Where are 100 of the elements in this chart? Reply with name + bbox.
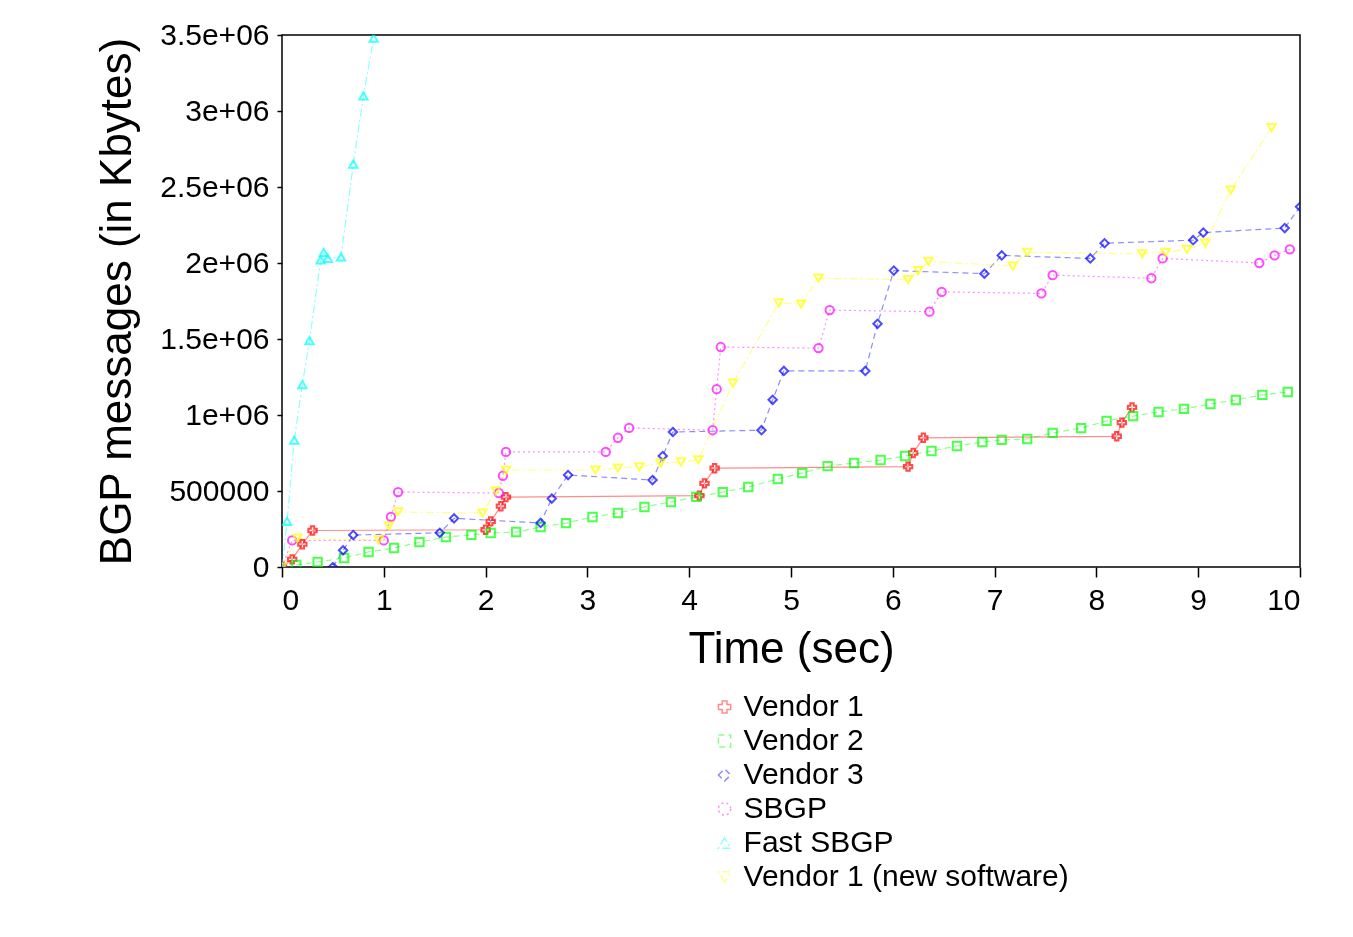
x-tick-label: 10 bbox=[1267, 582, 1301, 616]
point bbox=[562, 469, 574, 481]
point bbox=[1269, 250, 1280, 261]
point bbox=[899, 450, 911, 462]
point bbox=[822, 460, 833, 472]
point bbox=[1047, 269, 1058, 281]
point bbox=[338, 552, 350, 564]
point bbox=[1127, 410, 1139, 422]
point bbox=[392, 486, 404, 498]
legend-label: Fast SBGP bbox=[743, 825, 894, 858]
point bbox=[773, 298, 784, 308]
point bbox=[1284, 244, 1295, 255]
point bbox=[560, 517, 572, 529]
point bbox=[1021, 433, 1033, 445]
point bbox=[1254, 257, 1265, 269]
x-tick-label: 2 bbox=[477, 582, 495, 616]
point bbox=[1257, 389, 1268, 401]
point bbox=[715, 341, 726, 353]
point bbox=[1153, 406, 1164, 418]
point bbox=[318, 247, 329, 257]
point bbox=[434, 527, 445, 538]
point bbox=[923, 256, 934, 267]
point bbox=[291, 559, 302, 567]
point bbox=[623, 422, 635, 434]
point bbox=[1205, 398, 1216, 410]
point bbox=[1116, 417, 1128, 428]
point bbox=[1198, 227, 1209, 238]
point bbox=[756, 425, 767, 436]
point bbox=[918, 432, 929, 443]
legend-label: Vendor 2 bbox=[743, 723, 864, 756]
point bbox=[872, 318, 883, 329]
point bbox=[1075, 422, 1087, 434]
x-tick-label: 5 bbox=[783, 582, 800, 616]
point bbox=[1160, 247, 1171, 257]
point bbox=[546, 493, 557, 504]
point bbox=[500, 491, 512, 503]
point bbox=[639, 501, 650, 513]
point bbox=[996, 434, 1007, 446]
point bbox=[1225, 185, 1236, 195]
point bbox=[485, 527, 496, 539]
point bbox=[304, 335, 315, 346]
point bbox=[500, 465, 512, 475]
point bbox=[667, 426, 679, 438]
point bbox=[1279, 222, 1290, 234]
point bbox=[1187, 235, 1199, 246]
point bbox=[711, 383, 722, 395]
point bbox=[778, 365, 790, 377]
point bbox=[312, 556, 323, 567]
legend-label: SBGP bbox=[743, 791, 827, 824]
point bbox=[497, 470, 509, 481]
point bbox=[1101, 415, 1112, 427]
point bbox=[951, 440, 963, 452]
point bbox=[813, 342, 824, 354]
point bbox=[1200, 238, 1211, 248]
point bbox=[373, 535, 384, 545]
point bbox=[612, 463, 624, 473]
point bbox=[495, 501, 507, 512]
point bbox=[1021, 247, 1033, 257]
point bbox=[348, 159, 359, 169]
point bbox=[1126, 402, 1138, 413]
point bbox=[612, 507, 624, 519]
point bbox=[1036, 288, 1047, 299]
y-tick-label: 1e+06 bbox=[185, 397, 270, 431]
point bbox=[392, 507, 404, 517]
x-tick-label: 1 bbox=[375, 582, 393, 616]
point bbox=[348, 529, 359, 541]
point bbox=[743, 481, 754, 493]
point bbox=[590, 465, 601, 475]
point bbox=[797, 467, 808, 479]
point bbox=[587, 511, 598, 523]
y-tick-label: 3e+06 bbox=[185, 93, 270, 127]
point bbox=[824, 304, 835, 316]
point bbox=[848, 457, 860, 469]
point bbox=[1181, 244, 1193, 254]
point bbox=[907, 447, 919, 459]
point bbox=[292, 533, 303, 543]
point bbox=[767, 394, 778, 405]
point bbox=[924, 306, 935, 317]
x-tick-label: 7 bbox=[986, 582, 1004, 616]
point bbox=[535, 517, 546, 529]
point bbox=[665, 496, 677, 508]
point bbox=[772, 473, 783, 485]
point bbox=[1146, 273, 1157, 284]
x-axis-title: Time (sec) bbox=[688, 622, 895, 672]
point bbox=[1085, 253, 1096, 264]
point bbox=[647, 474, 658, 486]
x-tick-label: 4 bbox=[681, 582, 699, 616]
point bbox=[335, 252, 347, 262]
point bbox=[1230, 394, 1242, 406]
point bbox=[860, 365, 871, 377]
point bbox=[996, 250, 1007, 261]
point bbox=[875, 454, 886, 466]
point bbox=[1137, 249, 1148, 259]
point bbox=[1157, 253, 1168, 264]
point bbox=[466, 529, 477, 541]
point bbox=[448, 513, 460, 524]
point bbox=[699, 478, 710, 489]
y-tick-label: 2.5e+06 bbox=[160, 169, 270, 203]
point bbox=[936, 286, 947, 298]
point bbox=[378, 535, 389, 546]
